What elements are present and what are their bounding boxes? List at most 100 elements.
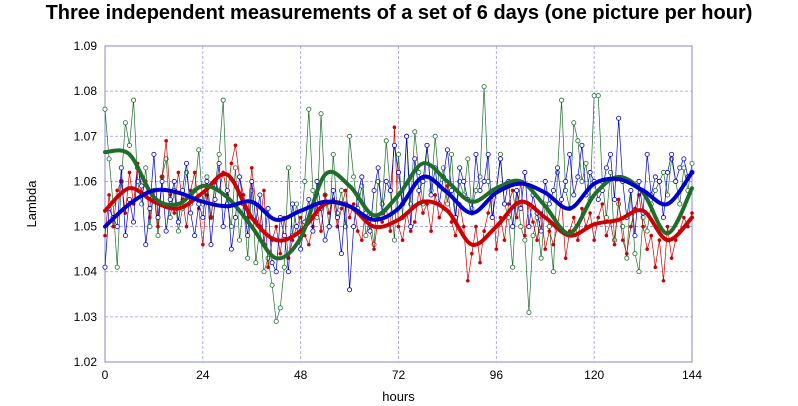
blue-data-point bbox=[497, 156, 503, 162]
blue-data-point bbox=[391, 142, 397, 148]
blue-data-point bbox=[546, 201, 552, 207]
red-data-point bbox=[502, 238, 507, 242]
blue-data-point bbox=[322, 237, 328, 243]
green-data-point bbox=[636, 269, 642, 275]
green-data-point bbox=[546, 224, 552, 230]
blue-data-point bbox=[359, 174, 365, 180]
green-data-point bbox=[448, 151, 454, 157]
blue-data-point bbox=[567, 151, 573, 157]
red-data-point bbox=[274, 224, 279, 229]
blue-data-point bbox=[167, 196, 173, 202]
green-data-point bbox=[285, 165, 291, 171]
blue-data-point bbox=[290, 201, 296, 207]
blue-data-point bbox=[489, 215, 495, 221]
blue-data-point bbox=[228, 246, 234, 252]
blue-data-point bbox=[522, 169, 528, 175]
red-data-point bbox=[262, 188, 266, 193]
blue-data-point bbox=[257, 192, 263, 198]
blue-data-point bbox=[644, 151, 650, 157]
green-data-point bbox=[432, 133, 438, 139]
blue-data-point bbox=[184, 160, 190, 166]
y-tick-label: 1.07 bbox=[74, 129, 98, 143]
blue-data-point bbox=[131, 219, 137, 225]
red-data-point bbox=[396, 224, 401, 229]
blue-data-point bbox=[139, 183, 145, 189]
blue-data-point bbox=[273, 269, 279, 275]
blue-data-point bbox=[371, 187, 377, 193]
x-axis-ticks: 0 24 48 72 96 120 144 bbox=[102, 368, 703, 382]
x-tick-label: 0 bbox=[102, 368, 109, 382]
x-tick-label: 96 bbox=[490, 368, 504, 382]
red-data-point bbox=[176, 170, 181, 175]
blue-data-point bbox=[118, 165, 124, 171]
y-tick-label: 1.03 bbox=[74, 310, 98, 324]
green-data-point bbox=[559, 97, 565, 103]
red-data-point bbox=[408, 229, 413, 233]
red-data-point bbox=[669, 256, 674, 260]
red-data-point bbox=[307, 242, 311, 247]
red-data-point bbox=[266, 265, 270, 270]
red-data-point bbox=[107, 193, 111, 197]
red-data-point bbox=[576, 238, 580, 242]
red-data-point bbox=[453, 233, 458, 238]
blue-data-point bbox=[656, 178, 662, 184]
blue-data-point bbox=[595, 196, 601, 202]
green-data-point bbox=[660, 169, 666, 175]
x-tick-label: 24 bbox=[196, 368, 210, 382]
red-data-point bbox=[319, 229, 323, 233]
green-data-point bbox=[444, 201, 450, 207]
green-data-point bbox=[481, 84, 487, 90]
red-data-point bbox=[327, 211, 332, 215]
blue-data-point bbox=[175, 219, 181, 225]
red-data-point bbox=[571, 215, 576, 220]
green-data-point bbox=[318, 111, 324, 117]
plot-frame bbox=[104, 45, 693, 363]
green-data-point bbox=[245, 255, 251, 261]
blue-data-point bbox=[200, 215, 206, 221]
y-tick-label: 1.05 bbox=[74, 220, 98, 234]
red-data-point bbox=[164, 139, 168, 143]
blue-data-point bbox=[192, 233, 198, 239]
red-data-point bbox=[249, 166, 254, 170]
blue-data-point bbox=[367, 228, 373, 234]
blue-data-point bbox=[330, 187, 336, 193]
red-data-point bbox=[156, 224, 160, 229]
blue-data-point bbox=[579, 142, 585, 148]
blue-data-point bbox=[294, 224, 300, 230]
red-data-point bbox=[661, 278, 666, 283]
blue-data-point bbox=[208, 242, 214, 248]
green-data-point bbox=[347, 133, 353, 139]
blue-data-point bbox=[559, 196, 565, 202]
blue-data-point bbox=[383, 178, 389, 184]
green-data-point bbox=[383, 138, 389, 144]
red-data-point bbox=[360, 238, 364, 242]
blue-data-point bbox=[249, 178, 255, 184]
green-data-point bbox=[330, 151, 336, 157]
blue-data-point bbox=[285, 269, 291, 275]
green-data-point bbox=[416, 169, 422, 175]
blue-data-point bbox=[351, 224, 357, 230]
green-data-point bbox=[571, 120, 577, 126]
blue-data-point bbox=[575, 174, 581, 180]
red-data-point bbox=[535, 238, 539, 242]
blue-data-point bbox=[387, 187, 393, 193]
red-data-point bbox=[343, 188, 348, 193]
red-data-point bbox=[103, 233, 107, 238]
green-data-point bbox=[689, 160, 695, 166]
red-data-point bbox=[563, 256, 568, 260]
red-data-point bbox=[523, 233, 527, 238]
blue-data-point bbox=[265, 206, 271, 212]
blue-data-point bbox=[665, 169, 671, 175]
green-data-point bbox=[497, 151, 503, 157]
blue-data-point bbox=[151, 151, 157, 157]
blue-data-point bbox=[163, 228, 169, 234]
blue-data-point bbox=[444, 147, 450, 153]
blue-data-point bbox=[220, 224, 226, 230]
red-data-point bbox=[115, 188, 120, 193]
red-data-point bbox=[351, 202, 356, 206]
blue-data-point bbox=[171, 178, 177, 184]
green-data-point bbox=[277, 305, 283, 311]
green-data-point bbox=[306, 106, 312, 112]
y-tick-label: 1.09 bbox=[74, 39, 98, 53]
red-data-point bbox=[682, 215, 686, 220]
